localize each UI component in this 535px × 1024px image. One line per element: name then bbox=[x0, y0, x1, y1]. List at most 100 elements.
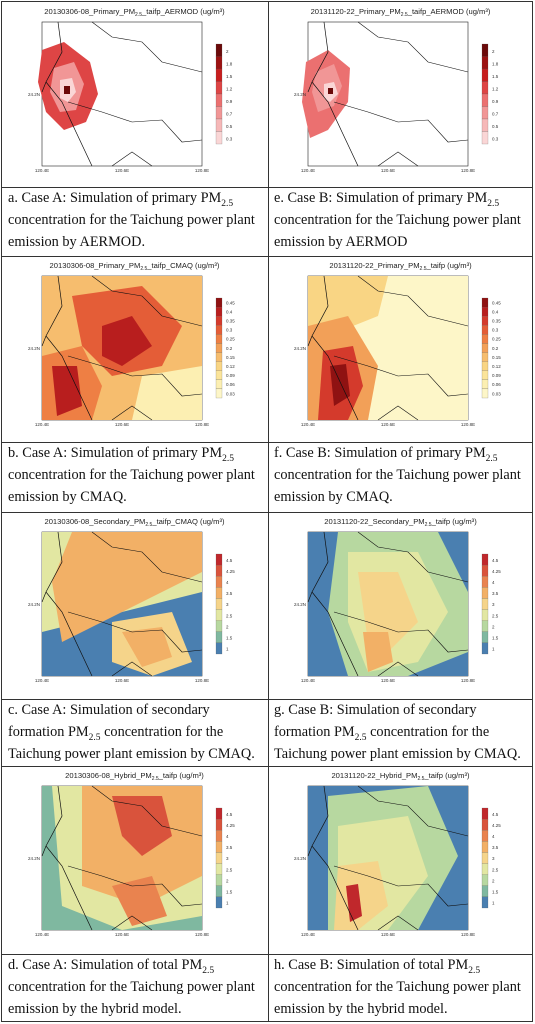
legend-swatch bbox=[215, 852, 223, 864]
legend-swatch bbox=[481, 587, 489, 599]
legend-swatch bbox=[215, 106, 223, 120]
caption-text: h. Case B: Simulation of total PM bbox=[274, 957, 469, 973]
county-boundary bbox=[333, 275, 469, 421]
legend-swatch bbox=[481, 334, 489, 344]
lon-tick-label: 120.8E bbox=[195, 678, 209, 683]
column-divider bbox=[268, 2, 269, 1021]
legend-swatch bbox=[215, 885, 223, 897]
caption-text: f. Case B: Simulation of primary PM bbox=[274, 445, 486, 461]
lat-tick-label: 24.2N bbox=[28, 346, 40, 351]
legend-swatch bbox=[481, 565, 489, 577]
legend-swatch bbox=[215, 642, 223, 655]
caption-text-rest: concentration for the Taichung power pla… bbox=[274, 724, 521, 762]
legend-label: 0.2 bbox=[226, 346, 233, 351]
legend-label: 0.09 bbox=[492, 373, 501, 378]
legend-swatch bbox=[481, 896, 489, 909]
concentration-contour bbox=[112, 796, 172, 856]
legend-label: 4 bbox=[226, 834, 229, 839]
map-panel-d: 20130306-08_Hybrid_PM2.5_taifp (ug/m³) 24… bbox=[2, 766, 267, 948]
concentration-contour bbox=[132, 366, 202, 420]
caption-text: c. Case A: Simulation of secondary forma… bbox=[8, 702, 210, 740]
lon-tick-label: 120.6E bbox=[381, 678, 395, 683]
legend-label: 1.5 bbox=[226, 890, 233, 895]
legend-label: 1 bbox=[226, 901, 229, 906]
legend-label: 0.15 bbox=[492, 355, 501, 360]
legend-label: 0.15 bbox=[226, 355, 235, 360]
map-panel-e: 20131120-22_Primary_PM2.5_taifp_AERMOD (… bbox=[268, 2, 533, 184]
lon-tick-label: 120.4E bbox=[35, 168, 49, 173]
lon-tick-label: 120.8E bbox=[461, 932, 475, 937]
concentration-contour bbox=[52, 532, 202, 642]
legend-swatch bbox=[481, 106, 489, 120]
figure-caption-g: g. Case B: Simulation of secondary forma… bbox=[268, 699, 533, 765]
lon-tick-label: 120.8E bbox=[195, 422, 209, 427]
legend-swatch bbox=[215, 388, 223, 399]
coastline bbox=[307, 275, 359, 421]
legend-label: 4.5 bbox=[492, 558, 499, 563]
county-boundary bbox=[333, 785, 469, 931]
legend-swatch bbox=[481, 388, 489, 399]
legend-label: 0.25 bbox=[492, 337, 501, 342]
legend-label: 4 bbox=[226, 580, 229, 585]
lon-tick-label: 120.6E bbox=[115, 168, 129, 173]
legend-swatch bbox=[481, 620, 489, 632]
legend-swatch bbox=[481, 553, 489, 566]
legend-label: 3.5 bbox=[226, 591, 233, 596]
caption-text: b. Case A: Simulation of primary PM bbox=[8, 445, 223, 461]
legend-label: 2.5 bbox=[492, 613, 499, 618]
legend-label: 3.5 bbox=[492, 845, 499, 850]
caption-subscript: 2.5 bbox=[354, 732, 367, 743]
legend-swatch bbox=[481, 379, 489, 390]
coastline bbox=[307, 531, 359, 677]
legend-swatch bbox=[215, 297, 223, 308]
legend-swatch bbox=[215, 576, 223, 588]
concentration-contour bbox=[64, 86, 70, 94]
legend-label: 2.5 bbox=[226, 867, 233, 872]
concentration-map: 20130306-08_Hybrid_PM2.5_taifp (ug/m³)24… bbox=[28, 771, 235, 937]
caption-text: e. Case B: Simulation of primary PM bbox=[274, 190, 488, 206]
map-title: 20131120-22_Primary_PM2.5_taifp (ug/m³) bbox=[329, 261, 472, 272]
figure-caption-e: e. Case B: Simulation of primary PM2.5 c… bbox=[268, 187, 533, 253]
legend-swatch bbox=[481, 297, 489, 308]
lon-tick-label: 120.4E bbox=[35, 422, 49, 427]
legend-label: 1 bbox=[492, 647, 495, 652]
lon-tick-label: 120.4E bbox=[35, 932, 49, 937]
legend-label: 0.03 bbox=[492, 391, 501, 396]
caption-text-rest: concentration for the Taichung power pla… bbox=[8, 724, 255, 762]
concentration-map: 20131120-22_Primary_PM2.5_taifp (ug/m³) 2… bbox=[294, 261, 501, 427]
legend-label: 2 bbox=[492, 878, 495, 883]
row-divider bbox=[2, 512, 532, 513]
legend-swatch bbox=[481, 361, 489, 371]
legend-label: 0.06 bbox=[492, 382, 501, 387]
legend-swatch bbox=[481, 642, 489, 655]
county-boundary bbox=[67, 531, 203, 677]
legend-label: 1 bbox=[492, 901, 495, 906]
legend-swatch bbox=[481, 352, 489, 362]
legend-swatch bbox=[215, 830, 223, 842]
lon-tick-label: 120.8E bbox=[461, 168, 475, 173]
coastline bbox=[307, 21, 359, 167]
map-title: 20131120-22_Hybrid_PM2.5_taifp (ug/m³) bbox=[331, 771, 470, 782]
legend-label: 0.2 bbox=[492, 346, 499, 351]
figure-caption-c: c. Case A: Simulation of secondary forma… bbox=[2, 699, 267, 765]
row-divider bbox=[2, 187, 532, 188]
caption-text: d. Case A: Simulation of total PM bbox=[8, 957, 203, 973]
map-panel-h: 20131120-22_Hybrid_PM2.5_taifp (ug/m³) 24… bbox=[268, 766, 533, 948]
row-divider bbox=[2, 256, 532, 257]
lat-tick-label: 24.2N bbox=[294, 346, 306, 351]
caption-text: a. Case A: Simulation of primary PM bbox=[8, 190, 222, 206]
legend-swatch bbox=[215, 807, 223, 820]
legend-label: 2.5 bbox=[492, 867, 499, 872]
legend-swatch bbox=[215, 93, 223, 107]
caption-subscript: 2.5 bbox=[202, 965, 215, 976]
legend-label: 0.3 bbox=[492, 328, 499, 333]
row-divider bbox=[2, 766, 532, 767]
legend-swatch bbox=[481, 609, 489, 621]
lon-tick-label: 120.6E bbox=[381, 168, 395, 173]
legend-swatch bbox=[481, 131, 489, 145]
legend-label: 0.45 bbox=[492, 300, 501, 305]
county-boundary bbox=[333, 531, 469, 677]
lat-tick-label: 24.2N bbox=[28, 602, 40, 607]
legend-label: 0.7 bbox=[492, 111, 499, 116]
legend-swatch bbox=[481, 370, 489, 380]
